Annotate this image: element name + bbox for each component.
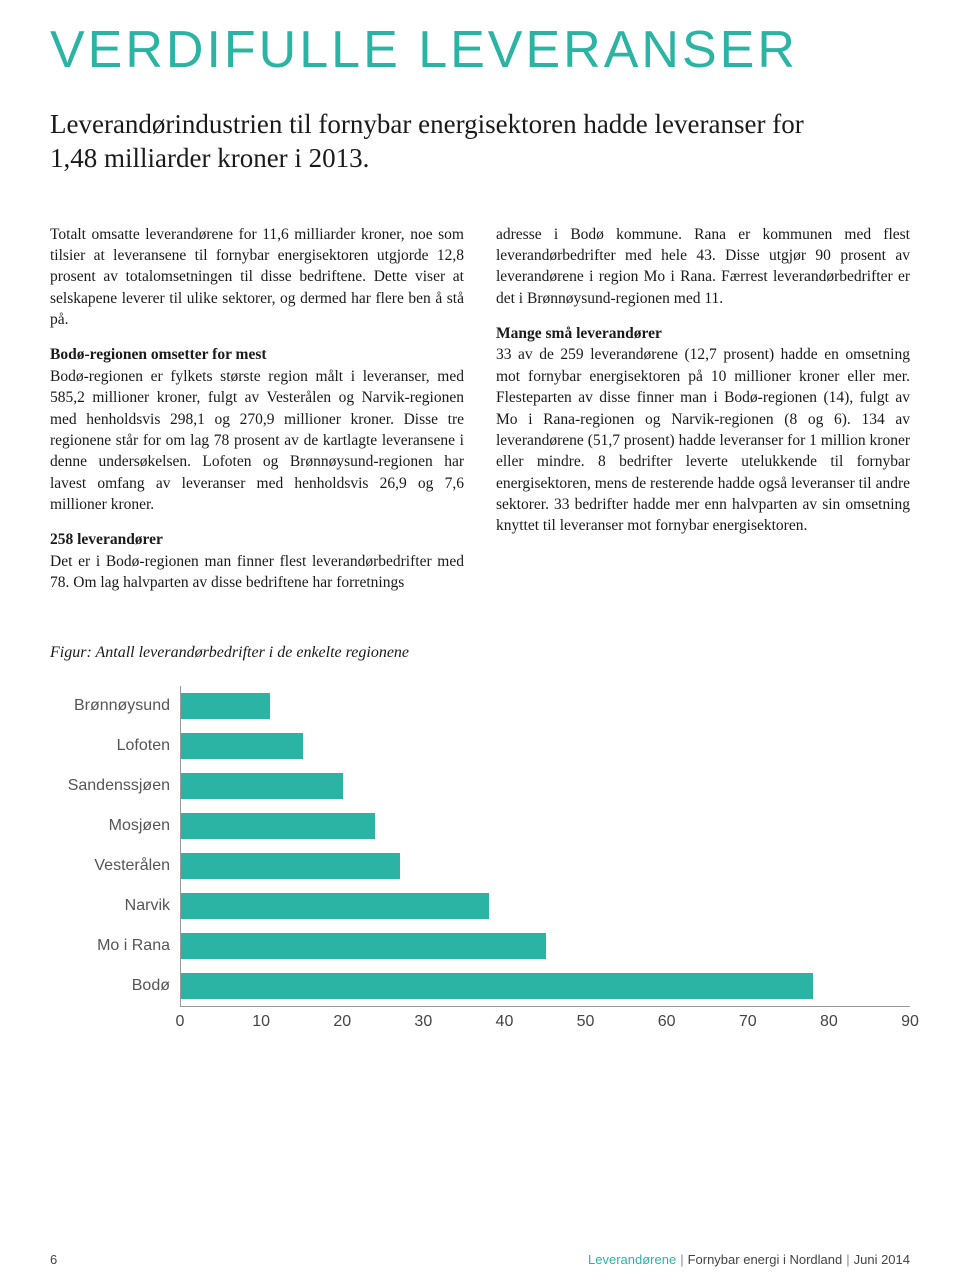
chart-y-labels: BrønnøysundLofotenSandenssjøenMosjøenVes… <box>50 686 180 1006</box>
chart-bar-row <box>181 926 910 966</box>
lead-paragraph: Leverandørindustrien til fornybar energi… <box>50 108 830 176</box>
body-span: 33 av de 259 leverandørene (12,7 prosent… <box>496 346 910 534</box>
chart-bar-row <box>181 806 910 846</box>
chart-x-tick: 10 <box>252 1013 270 1031</box>
body-text: Totalt omsatte leverandørene for 11,6 mi… <box>50 224 464 331</box>
chart-bar <box>181 693 270 719</box>
bar-chart: BrønnøysundLofotenSandenssjøenMosjøenVes… <box>50 686 910 1036</box>
column-left: Totalt omsatte leverandørene for 11,6 mi… <box>50 224 464 594</box>
chart-x-tick: 0 <box>176 1013 185 1031</box>
body-span: Bodø-regionen er fylkets største region … <box>50 368 464 513</box>
chart-bar <box>181 973 813 999</box>
chart-bar <box>181 813 375 839</box>
footer-meta: Leverandørene|Fornybar energi i Nordland… <box>588 1252 910 1267</box>
chart-x-tick: 60 <box>658 1013 676 1031</box>
figure-caption: Figur: Antall leverandørbedrifter i de e… <box>50 644 910 662</box>
chart-category-label: Bodø <box>50 966 180 1006</box>
chart-x-tick: 30 <box>414 1013 432 1031</box>
chart-bar-row <box>181 966 910 1006</box>
subheading: Mange små leverandører <box>496 325 662 342</box>
chart-x-tick: 50 <box>577 1013 595 1031</box>
separator: | <box>846 1252 849 1267</box>
chart-x-tick: 40 <box>496 1013 514 1031</box>
body-text: Mange små leverandører 33 av de 259 lever… <box>496 323 910 537</box>
chart-bar-row <box>181 686 910 726</box>
footer-doc: Fornybar energi i Nordland <box>688 1252 843 1267</box>
chart-x-tick: 70 <box>739 1013 757 1031</box>
subheading: 258 leverandører <box>50 531 163 548</box>
body-text: 258 leverandører Det er i Bodø-regionen m… <box>50 529 464 593</box>
chart-bar <box>181 773 343 799</box>
chart-category-label: Sandenssjøen <box>50 766 180 806</box>
chart-category-label: Narvik <box>50 886 180 926</box>
chart-bar-row <box>181 726 910 766</box>
footer-section: Leverandørene <box>588 1252 676 1267</box>
chart-x-tick: 80 <box>820 1013 838 1031</box>
chart-bar <box>181 853 400 879</box>
chart-category-label: Brønnøysund <box>50 686 180 726</box>
body-text: adresse i Bodø kommune. Rana er kommunen… <box>496 224 910 310</box>
chart-category-label: Mosjøen <box>50 806 180 846</box>
chart-x-tick: 90 <box>901 1013 919 1031</box>
separator: | <box>680 1252 683 1267</box>
page-number: 6 <box>50 1252 57 1267</box>
chart-category-label: Lofoten <box>50 726 180 766</box>
page-title: VERDIFULLE LEVERANSER <box>50 20 910 80</box>
chart-x-tick: 20 <box>333 1013 351 1031</box>
chart-bar <box>181 893 489 919</box>
chart-bar <box>181 733 303 759</box>
body-span: Det er i Bodø-regionen man finner flest … <box>50 553 464 591</box>
body-columns: Totalt omsatte leverandørene for 11,6 mi… <box>50 224 910 594</box>
footer-date: Juni 2014 <box>854 1252 910 1267</box>
column-right: adresse i Bodø kommune. Rana er kommunen… <box>496 224 910 594</box>
chart-bar <box>181 933 546 959</box>
page-footer: 6 Leverandørene|Fornybar energi i Nordla… <box>50 1252 910 1267</box>
chart-plot-area <box>180 686 910 1006</box>
subheading: Bodø-regionen omsetter for mest <box>50 346 267 363</box>
chart-category-label: Vesterålen <box>50 846 180 886</box>
chart-category-label: Mo i Rana <box>50 926 180 966</box>
chart-bar-row <box>181 846 910 886</box>
chart-x-axis: 0102030405060708090 <box>180 1006 910 1036</box>
body-text: Bodø-regionen omsetter for mest Bodø-regi… <box>50 344 464 515</box>
chart-bar-row <box>181 886 910 926</box>
chart-bar-row <box>181 766 910 806</box>
